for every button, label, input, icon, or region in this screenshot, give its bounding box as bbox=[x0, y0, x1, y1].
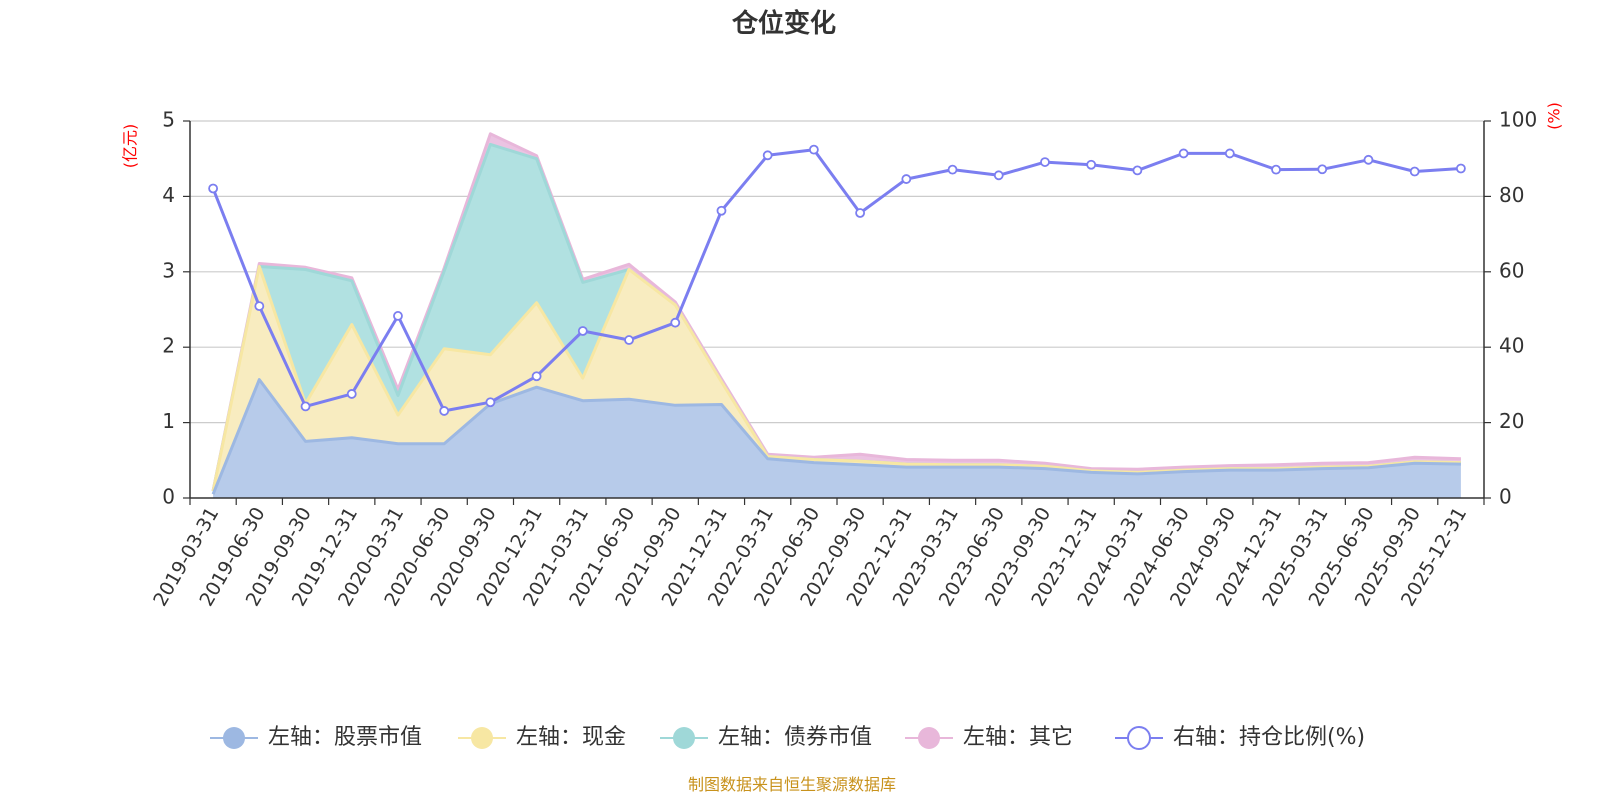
ratio-point bbox=[1224, 148, 1235, 159]
ratio-point bbox=[346, 389, 357, 399]
ratio-point bbox=[577, 326, 588, 336]
left-tick-label: 1 bbox=[162, 409, 175, 433]
legend-label-1: 左轴：现金 bbox=[516, 725, 626, 750]
legend-marker-1 bbox=[471, 727, 493, 749]
grid-lines bbox=[190, 120, 1484, 424]
legend-marker-3 bbox=[918, 727, 940, 749]
ratio-point bbox=[254, 301, 265, 312]
left-tick-label: 4 bbox=[162, 183, 175, 207]
ratio-point bbox=[808, 144, 819, 155]
ratio-point bbox=[1317, 164, 1328, 175]
ratio-point bbox=[1178, 148, 1189, 159]
left-tick-label: 0 bbox=[162, 485, 175, 509]
ratio-point bbox=[1271, 164, 1281, 175]
right-tick-label: 40 bbox=[1499, 334, 1524, 358]
ratio-point bbox=[716, 205, 727, 216]
ratio-point bbox=[531, 371, 542, 382]
area-0 bbox=[213, 379, 1461, 498]
left-tick-label: 5 bbox=[162, 108, 175, 132]
ratio-point bbox=[1040, 157, 1050, 167]
right-tick-label: 20 bbox=[1499, 409, 1524, 433]
chart-title: 仓位变化 bbox=[731, 8, 836, 39]
ratio-point bbox=[1363, 154, 1374, 165]
area-top-line-3 bbox=[211, 132, 1461, 491]
right-tick-label: 60 bbox=[1499, 258, 1524, 282]
area-top-line-0 bbox=[211, 378, 1461, 495]
legend-marker-4 bbox=[1127, 726, 1151, 750]
ratio-point bbox=[1455, 163, 1466, 174]
left-axis-unit: (亿元) bbox=[121, 124, 140, 169]
left-tick-label: 2 bbox=[162, 334, 175, 358]
area-2 bbox=[213, 144, 1461, 492]
right-axis-unit: (%) bbox=[1545, 102, 1564, 130]
ratio-point bbox=[300, 401, 311, 412]
ratio-point bbox=[208, 183, 219, 194]
ratio-point bbox=[762, 150, 773, 161]
ratio-point bbox=[1086, 159, 1097, 170]
legend-label-3: 左轴：其它 bbox=[963, 725, 1073, 750]
legend-marker-2 bbox=[673, 727, 695, 749]
legend-label-4: 右轴：持仓比例(%) bbox=[1173, 725, 1365, 750]
ratio-point bbox=[947, 164, 958, 175]
ratio-point bbox=[439, 406, 450, 416]
data-source-note: 制图数据来自恒生聚源数据库 bbox=[688, 775, 896, 794]
right-tick-label: 100 bbox=[1499, 108, 1537, 132]
ratio-line-path bbox=[211, 148, 1461, 413]
legend-label-2: 左轴：债券市值 bbox=[718, 725, 872, 750]
ratio-point bbox=[1409, 166, 1420, 177]
ratio-point bbox=[855, 208, 866, 218]
left-tick-label: 3 bbox=[162, 258, 175, 282]
ratio-point bbox=[1132, 165, 1143, 176]
ratio-point bbox=[670, 317, 681, 328]
ratio-point bbox=[624, 335, 634, 345]
stacked-areas bbox=[211, 132, 1461, 498]
holding-ratio-line bbox=[208, 144, 1466, 416]
legend-marker-0 bbox=[223, 727, 245, 749]
right-tick-label: 0 bbox=[1499, 485, 1512, 509]
ratio-point bbox=[393, 311, 403, 321]
ratio-point bbox=[485, 397, 496, 408]
legend: 左轴：股票市值 左轴：现金 左轴：债券市值 左轴：其它 右轴：持仓比例(%) bbox=[210, 725, 1365, 750]
legend-label-0: 左轴：股票市值 bbox=[268, 725, 422, 750]
area-1 bbox=[213, 266, 1461, 495]
ratio-point bbox=[901, 174, 912, 184]
ratio-point bbox=[993, 170, 1004, 181]
right-tick-label: 80 bbox=[1499, 183, 1524, 207]
